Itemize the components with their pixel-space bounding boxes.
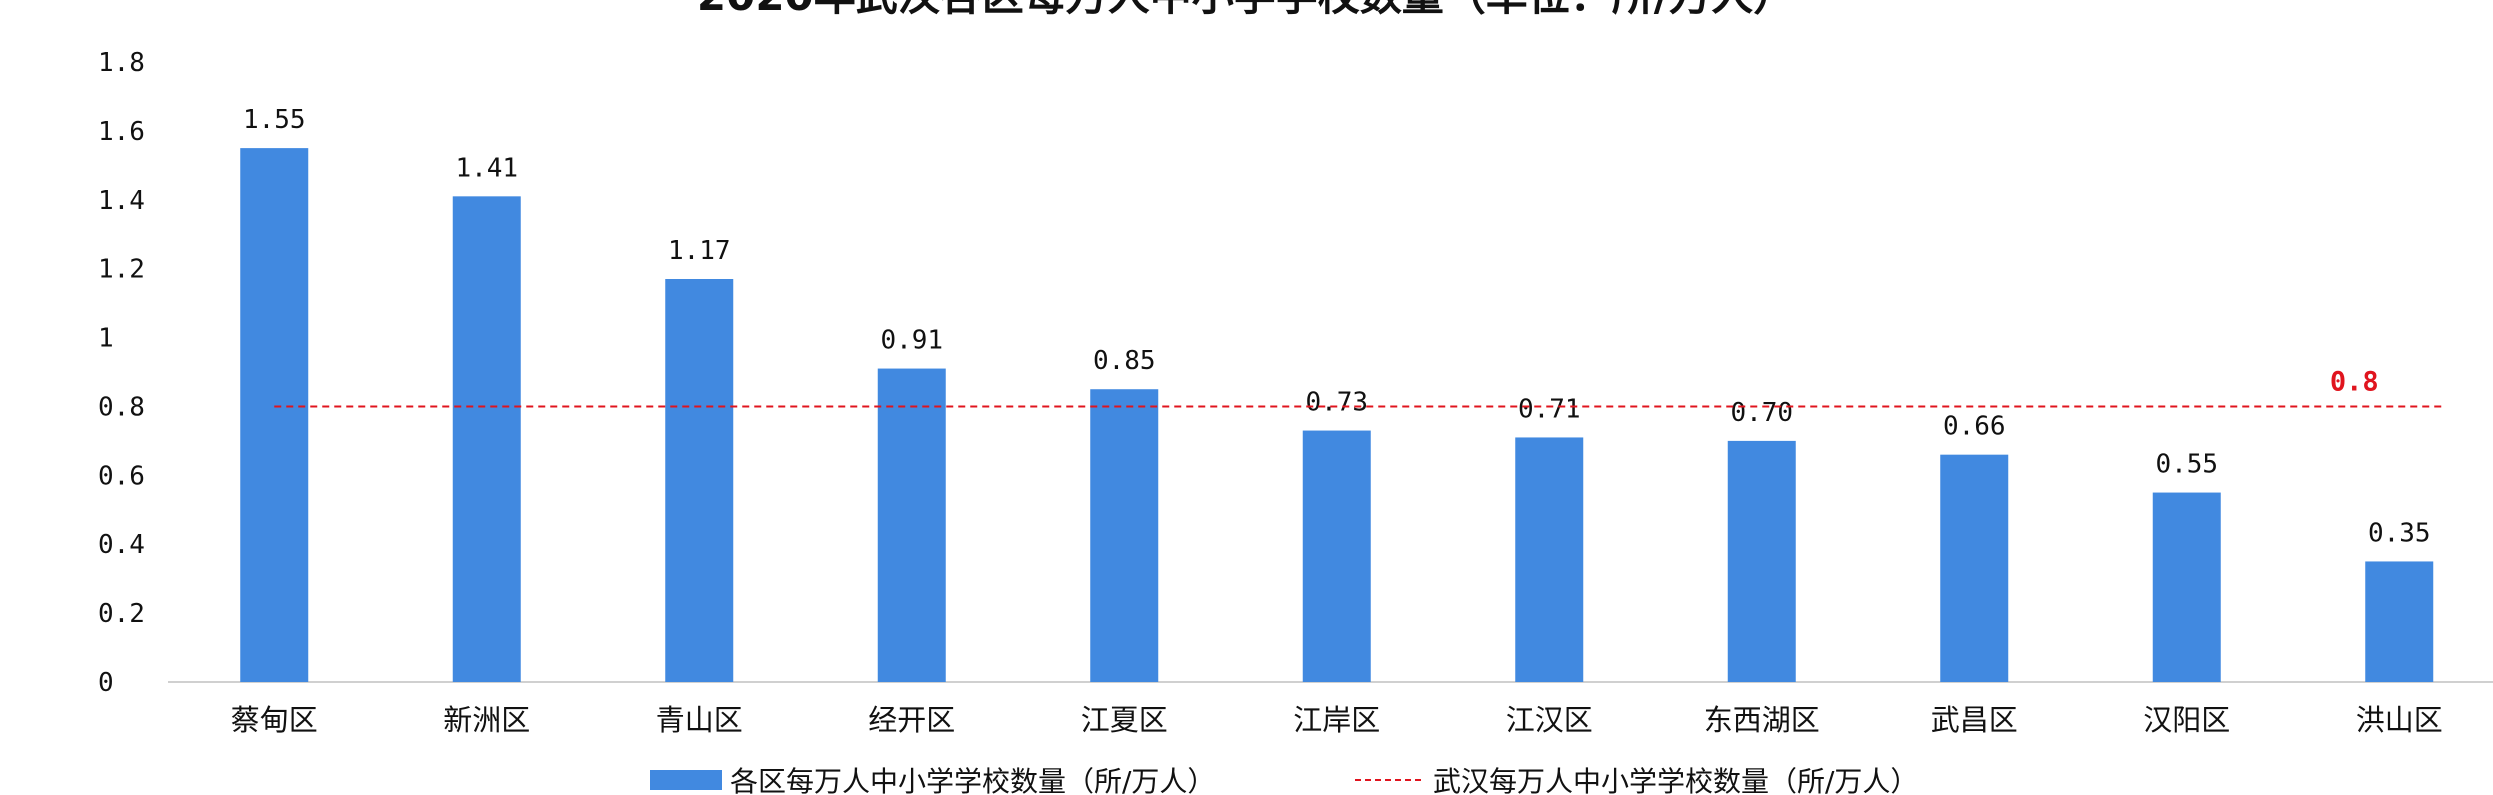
y-tick-label: 0.8 (98, 392, 145, 422)
x-category-label: 江岸区 (1293, 703, 1380, 737)
x-category-label: 江汉区 (1506, 703, 1593, 737)
bar-group: 1.55 蔡甸区 1.41 新洲区 1.17 青山区 0.91 经开区 0.85 江夏区 0.73 江… (231, 105, 2443, 737)
x-category-label: 青山区 (656, 703, 743, 737)
bar (1302, 430, 1371, 682)
bar-value-label: 1.17 (668, 236, 731, 266)
y-tick-label: 1.8 (98, 48, 145, 78)
x-category-label: 经开区 (868, 703, 955, 737)
bar-value-label: 0.85 (1093, 346, 1156, 376)
y-tick-label: 1 (98, 324, 114, 354)
bar (1727, 440, 1796, 682)
legend-swatch-bars (650, 770, 722, 790)
bar-value-label: 0.55 (2155, 450, 2218, 480)
chart-title: 2020年武汉各区每万人中小学学校数量（单位：所/万人） (697, 0, 1795, 20)
bar-value-label: 0.70 (1730, 398, 1793, 428)
reference-line-group: 0.8 (274, 366, 2442, 408)
bar (2365, 561, 2434, 682)
y-tick-label: 1.4 (98, 186, 145, 216)
x-category-label: 江夏区 (1081, 703, 1168, 737)
x-category-label: 汉阳区 (2143, 703, 2230, 737)
x-category-label: 武昌区 (1931, 703, 2018, 737)
bar (240, 148, 309, 683)
y-tick-label: 0 (98, 668, 114, 698)
bar (877, 368, 946, 682)
y-tick-label: 0.2 (98, 599, 145, 629)
y-tick-label: 1.2 (98, 255, 145, 285)
y-axis: 0 0.2 0.4 0.6 0.8 1 1.2 1.4 1.6 1.8 (98, 48, 145, 698)
bar-value-label: 0.35 (2368, 518, 2431, 548)
legend: 各区每万人中小学学校数量（所/万人） 武汉每万人中小学学校数量（所/万人） (650, 765, 1918, 795)
bar (452, 196, 521, 683)
bar (665, 279, 734, 682)
x-category-label: 新洲区 (443, 703, 530, 737)
bar (2152, 492, 2221, 682)
bar (1940, 454, 2009, 682)
x-category-label: 洪山区 (2356, 703, 2443, 737)
bar-value-label: 0.71 (1518, 394, 1581, 424)
y-tick-label: 0.4 (98, 530, 145, 560)
bar (1090, 389, 1159, 682)
legend-label-bars: 各区每万人中小学学校数量（所/万人） (730, 765, 1215, 795)
y-tick-label: 0.6 (98, 461, 145, 491)
bar-value-label: 0.66 (1943, 412, 2006, 442)
bar-value-label: 1.55 (243, 105, 306, 135)
bar-value-label: 1.41 (455, 153, 518, 183)
x-category-label: 蔡甸区 (231, 703, 318, 737)
bar (1515, 437, 1584, 682)
y-tick-label: 1.6 (98, 117, 145, 147)
reference-line-label: 0.8 (2330, 366, 2379, 397)
legend-label-line: 武汉每万人中小学学校数量（所/万人） (1433, 765, 1918, 795)
bar-value-label: 0.91 (880, 326, 943, 356)
bar-value-label: 0.73 (1305, 388, 1368, 418)
x-category-label: 东西湖区 (1704, 703, 1820, 737)
